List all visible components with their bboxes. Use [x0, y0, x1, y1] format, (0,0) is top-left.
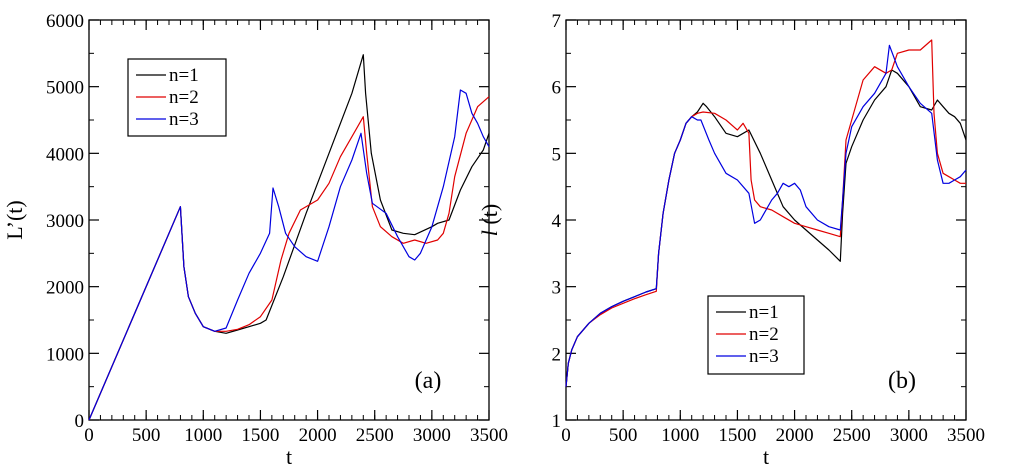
y-tick-label: 5	[552, 144, 562, 165]
x-tick-label: 1000	[661, 425, 699, 446]
legend-label: n=3	[169, 109, 199, 130]
panel-b: 0 500 1000 1500 2000 2500 3000 3500 1 2 3 4 5 6 7 t l (t…	[477, 11, 985, 469]
x-tick-label: 500	[132, 425, 161, 446]
x-axis-title: t	[763, 444, 769, 469]
y-tick-label: 6000	[46, 11, 84, 32]
legend-label: n=2	[169, 87, 199, 108]
x-tick-label: 1500	[241, 425, 279, 446]
x-tick-label: 3500	[947, 425, 985, 446]
y-tick-label: 5000	[46, 78, 84, 99]
x-tick-label: 2500	[833, 425, 871, 446]
y-tick-label: 7	[552, 11, 562, 32]
panel-label: (a)	[415, 368, 442, 394]
panel-label: (b)	[888, 368, 916, 394]
y-tick-label: 4000	[46, 144, 84, 165]
y-tick-label: 0	[75, 411, 85, 432]
legend-label: n=1	[169, 65, 199, 86]
panel-a: 0 500 1000 1500 2000 2500 3000 3500 0 1000 2000 300…	[2, 11, 508, 469]
y-tick-label: 1000	[46, 344, 84, 365]
legend-label: n=1	[749, 302, 779, 323]
x-tick-label: 1500	[718, 425, 756, 446]
legend-label: n=2	[749, 324, 779, 345]
x-tick-label: 500	[609, 425, 638, 446]
legend: n=1n=2n=3	[127, 58, 227, 137]
y-tick-label: 3	[552, 278, 562, 299]
series-line-n3	[565, 44, 967, 387]
series-group	[88, 54, 490, 421]
y-axis-title-italic: l	[477, 230, 502, 236]
y-tick-label: 3000	[46, 211, 84, 232]
x-axis-title: t	[286, 444, 292, 469]
y-tick-label: 1	[552, 411, 562, 432]
legend: n=1n=2n=3	[707, 295, 805, 375]
x-tick-label: 3500	[470, 425, 508, 446]
y-tick-label: 6	[552, 78, 562, 99]
x-tick-label: 2000	[776, 425, 814, 446]
x-tick-label: 2500	[356, 425, 394, 446]
x-tick-label: 1000	[184, 425, 222, 446]
x-tick-label: 0	[84, 425, 94, 446]
x-tick-label: 0	[561, 425, 571, 446]
legend-box	[707, 295, 805, 375]
y-tick-label: 2000	[46, 278, 84, 299]
series-line-n3	[88, 89, 490, 421]
y-axis-title-rest: (t)	[477, 204, 502, 230]
x-tick-label: 3000	[890, 425, 928, 446]
series-line-n2	[565, 39, 966, 387]
y-tick-label: 4	[552, 211, 562, 232]
y-tick-label: 2	[552, 344, 562, 365]
y-axis-title: l (t)	[477, 204, 502, 236]
series-group	[565, 39, 967, 387]
x-tick-label: 2000	[299, 425, 337, 446]
y-axis-title: L’(t)	[2, 200, 27, 240]
legend-label: n=3	[749, 346, 779, 367]
x-tick-label: 3000	[413, 425, 451, 446]
